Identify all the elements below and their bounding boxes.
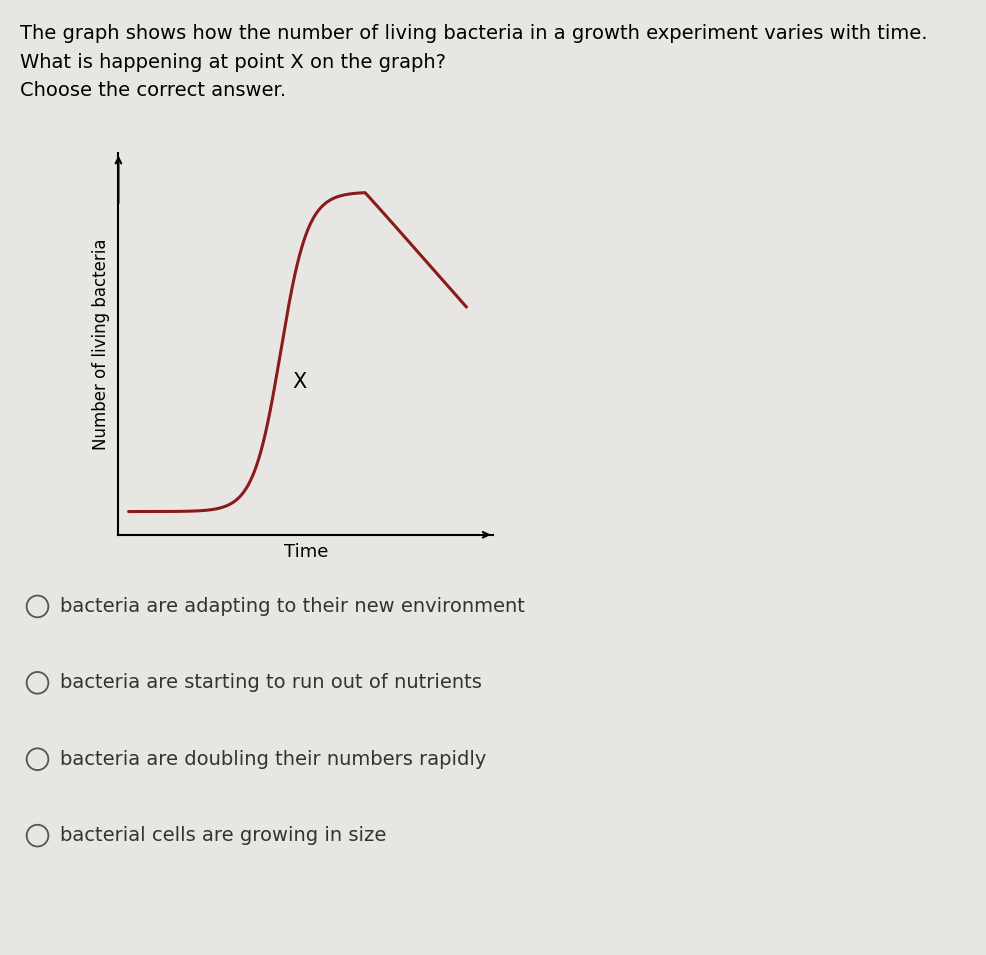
Text: What is happening at point X on the graph?: What is happening at point X on the grap… — [20, 53, 446, 72]
Text: bacterial cells are growing in size: bacterial cells are growing in size — [60, 826, 387, 845]
Text: X: X — [292, 371, 307, 392]
Text: bacteria are starting to run out of nutrients: bacteria are starting to run out of nutr… — [60, 673, 481, 692]
Text: The graph shows how the number of living bacteria in a growth experiment varies : The graph shows how the number of living… — [20, 24, 926, 43]
Text: bacteria are doubling their numbers rapidly: bacteria are doubling their numbers rapi… — [60, 750, 486, 769]
Text: bacteria are adapting to their new environment: bacteria are adapting to their new envir… — [60, 597, 525, 616]
Y-axis label: Number of living bacteria: Number of living bacteria — [92, 238, 110, 450]
Text: Choose the correct answer.: Choose the correct answer. — [20, 81, 286, 100]
X-axis label: Time: Time — [284, 543, 327, 562]
